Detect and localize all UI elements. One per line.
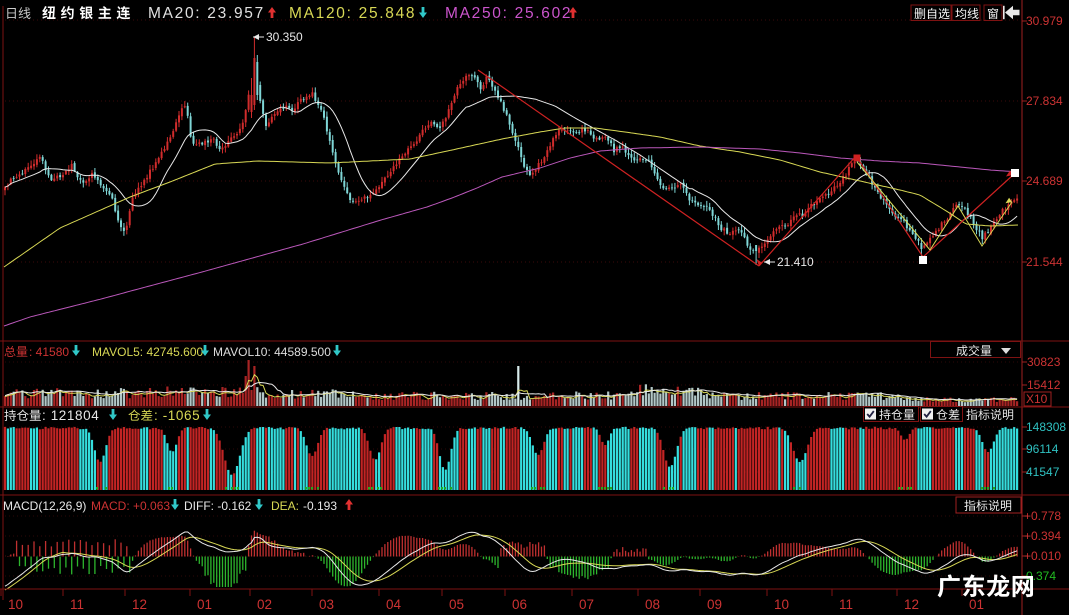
svg-text:DIFF: -0.162: DIFF: -0.162 [184, 499, 252, 513]
svg-text:: 121804: : 121804 [42, 408, 99, 423]
svg-text:96114: 96114 [1026, 442, 1059, 456]
svg-text:X10: X10 [1026, 392, 1048, 406]
svg-text:12: 12 [132, 597, 147, 612]
svg-text:41547: 41547 [1026, 465, 1060, 479]
svg-text:MAVOL5: 42745.600: MAVOL5: 42745.600 [92, 345, 204, 359]
svg-text:21.544: 21.544 [1026, 255, 1063, 269]
svg-text:01: 01 [969, 597, 984, 612]
svg-text:+0.010: +0.010 [1024, 549, 1061, 563]
svg-text:: 41580: : 41580 [29, 345, 69, 359]
svg-text:15412: 15412 [1027, 378, 1061, 392]
svg-text:30.350: 30.350 [266, 30, 303, 44]
svg-text:MA20: 23.957: MA20: 23.957 [148, 5, 265, 22]
svg-text:05: 05 [449, 597, 464, 612]
svg-text:MAVOL10: 44589.500: MAVOL10: 44589.500 [213, 345, 331, 359]
svg-text:12: 12 [904, 597, 919, 612]
svg-text:27.834: 27.834 [1026, 94, 1063, 108]
svg-text:MACD(12,26,9): MACD(12,26,9) [3, 499, 86, 513]
svg-text:06: 06 [512, 597, 527, 612]
svg-text:0.374: 0.374 [1026, 569, 1056, 583]
svg-text:-0.193: -0.193 [303, 499, 337, 513]
svg-text:24.689: 24.689 [1026, 174, 1063, 188]
svg-text:08: 08 [645, 597, 660, 612]
svg-text:03: 03 [319, 597, 334, 612]
svg-text:MACD: +0.063: MACD: +0.063 [91, 499, 170, 513]
svg-text:DEA:: DEA: [271, 499, 299, 513]
svg-text:148308: 148308 [1026, 420, 1066, 434]
svg-text:02: 02 [257, 597, 272, 612]
svg-text:21.410: 21.410 [777, 255, 814, 269]
svg-text:: -1065: : -1065 [154, 408, 200, 423]
svg-text:10: 10 [774, 597, 789, 612]
svg-text:11: 11 [839, 597, 853, 612]
svg-text:+0.394: +0.394 [1024, 529, 1061, 543]
svg-text:MA250: 25.602: MA250: 25.602 [445, 5, 572, 22]
svg-text:01: 01 [197, 597, 212, 612]
svg-text:10: 10 [8, 597, 23, 612]
svg-text:30.979: 30.979 [1026, 14, 1063, 28]
svg-text:MA120: 25.848: MA120: 25.848 [289, 5, 416, 22]
svg-text:30823: 30823 [1027, 355, 1061, 369]
svg-text:11: 11 [70, 597, 84, 612]
svg-text:07: 07 [579, 597, 594, 612]
svg-text:+0.778: +0.778 [1024, 509, 1061, 523]
svg-text:04: 04 [386, 597, 402, 612]
svg-text:09: 09 [707, 597, 722, 612]
